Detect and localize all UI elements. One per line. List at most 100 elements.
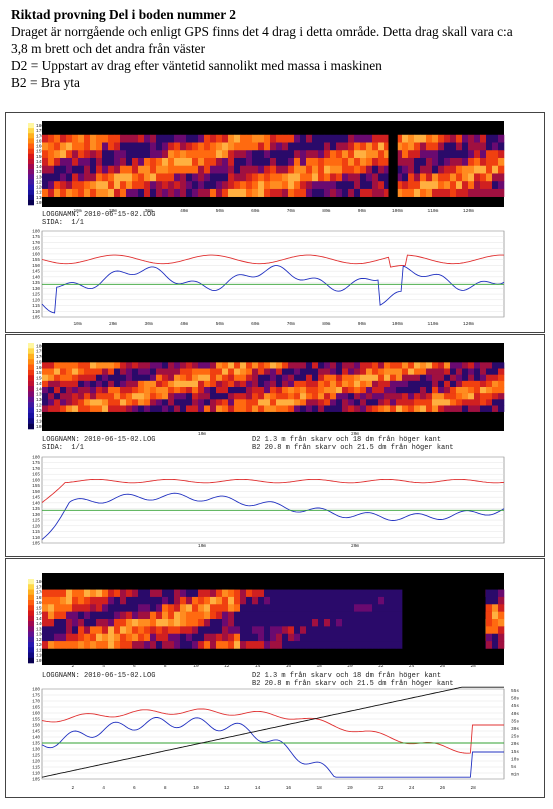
thermal-cell bbox=[66, 165, 73, 174]
document-header: Riktad provning Del i boden nummer 2 Dra… bbox=[11, 6, 546, 91]
thermal-cell bbox=[480, 157, 487, 167]
thermal-cell bbox=[336, 641, 343, 649]
thermal-cell bbox=[300, 633, 307, 642]
thermal-cell bbox=[240, 626, 247, 635]
thermal-cell bbox=[192, 374, 199, 382]
color-scale-label: 115 bbox=[36, 647, 44, 653]
x-tick-label: 22 bbox=[378, 785, 384, 791]
thermal-cell bbox=[114, 604, 121, 612]
color-scale-label: 145 bbox=[36, 381, 44, 387]
thermal-cell bbox=[372, 188, 379, 197]
thermal-cell bbox=[336, 604, 343, 612]
thermal-cell bbox=[132, 596, 139, 605]
thermal-cell bbox=[324, 380, 331, 388]
thermal-cell bbox=[102, 633, 109, 642]
thermal-cell bbox=[474, 399, 481, 406]
thermal-cell bbox=[264, 188, 271, 197]
thermal-cell bbox=[354, 589, 361, 598]
thermal-cell bbox=[132, 626, 139, 635]
thermal-cell bbox=[126, 157, 133, 167]
b2-marker-text: B2 20.8 m från skarv och 21.5 dm från hö… bbox=[252, 443, 454, 452]
thermal-cell bbox=[300, 641, 307, 649]
thermal-cell bbox=[174, 405, 181, 412]
thermal-cell bbox=[450, 134, 457, 143]
thermal-cell bbox=[450, 368, 457, 375]
thermal-cell bbox=[102, 399, 109, 406]
x-tick-label: 18 bbox=[316, 663, 322, 669]
thermal-cell bbox=[186, 387, 193, 394]
thermal-cell bbox=[318, 626, 325, 635]
thermal-cell bbox=[408, 374, 415, 382]
thermal-cell bbox=[348, 626, 355, 635]
thermal-cell bbox=[234, 405, 241, 412]
thermal-cell bbox=[384, 604, 391, 612]
thermal-cell bbox=[306, 604, 313, 612]
thermal-cell bbox=[252, 142, 259, 151]
right-axis-label: 30s bbox=[511, 726, 519, 732]
thermal-cell bbox=[408, 380, 415, 388]
thermal-cell bbox=[90, 362, 97, 369]
x-tick-label: 16 bbox=[286, 663, 292, 669]
thermal-cell bbox=[144, 142, 151, 151]
thermal-cell bbox=[492, 134, 499, 143]
thermal-cell bbox=[42, 380, 49, 388]
thermal-cell bbox=[336, 374, 343, 382]
thermal-cell bbox=[492, 399, 499, 406]
thermal-cell bbox=[288, 633, 295, 642]
y-tick-label: 155 bbox=[32, 484, 40, 489]
thermal-cell bbox=[234, 641, 241, 649]
thermal-cell bbox=[330, 387, 337, 394]
thermal-cell bbox=[102, 368, 109, 375]
thermal-cell bbox=[354, 374, 361, 382]
thermal-cell bbox=[348, 188, 355, 197]
thermal-cell bbox=[84, 142, 91, 151]
color-scale-label: 125 bbox=[36, 179, 44, 185]
thermal-cell bbox=[444, 368, 451, 375]
thermal-cell bbox=[246, 641, 253, 649]
thermal-cell bbox=[168, 142, 175, 151]
x-tick-label: 30m bbox=[145, 208, 153, 214]
thermal-cell bbox=[216, 393, 223, 400]
thermal-cell bbox=[126, 611, 133, 620]
thermal-cell bbox=[60, 405, 67, 412]
x-tick-label: 10m bbox=[73, 321, 81, 327]
thermal-cell bbox=[342, 173, 349, 182]
thermal-cell bbox=[300, 380, 307, 388]
thermal-cell bbox=[390, 596, 397, 605]
color-scale-swatch bbox=[28, 380, 34, 387]
thermal-cell bbox=[366, 374, 373, 382]
thermal-cell bbox=[78, 188, 85, 197]
thermal-cell bbox=[48, 374, 55, 382]
color-scale-swatch bbox=[28, 153, 34, 160]
thermal-cell bbox=[48, 596, 55, 605]
thermal-cell bbox=[492, 611, 499, 620]
thermal-cell bbox=[186, 173, 193, 182]
thermal-cell bbox=[180, 387, 187, 394]
thermal-cell bbox=[300, 399, 307, 406]
thermal-cell bbox=[360, 157, 367, 167]
thermal-cell bbox=[192, 134, 199, 143]
thermal-cell bbox=[294, 150, 301, 159]
thermal-cell bbox=[282, 626, 289, 635]
thermal-cell bbox=[192, 619, 199, 627]
x-tick-label: 12 bbox=[224, 785, 230, 791]
thermal-cell bbox=[108, 173, 115, 182]
thermal-cell bbox=[396, 589, 403, 598]
thermal-cell bbox=[336, 596, 343, 605]
thermal-cell bbox=[432, 142, 439, 151]
thermal-cell bbox=[138, 387, 145, 394]
thermal-cell bbox=[342, 633, 349, 642]
thermal-cell bbox=[276, 142, 283, 151]
thermal-cell bbox=[354, 134, 361, 143]
y-tick-label: 170 bbox=[32, 241, 40, 246]
thermal-cell bbox=[216, 387, 223, 394]
thermal-cell bbox=[204, 399, 211, 406]
thermal-cell bbox=[114, 387, 121, 394]
thermal-cell bbox=[198, 393, 205, 400]
thermal-cell bbox=[360, 134, 367, 143]
thermal-cell bbox=[228, 611, 235, 620]
thermal-cell bbox=[498, 368, 505, 375]
x-tick-label: 14 bbox=[255, 785, 261, 791]
thermal-cell bbox=[276, 641, 283, 649]
thermal-cell bbox=[402, 134, 409, 143]
